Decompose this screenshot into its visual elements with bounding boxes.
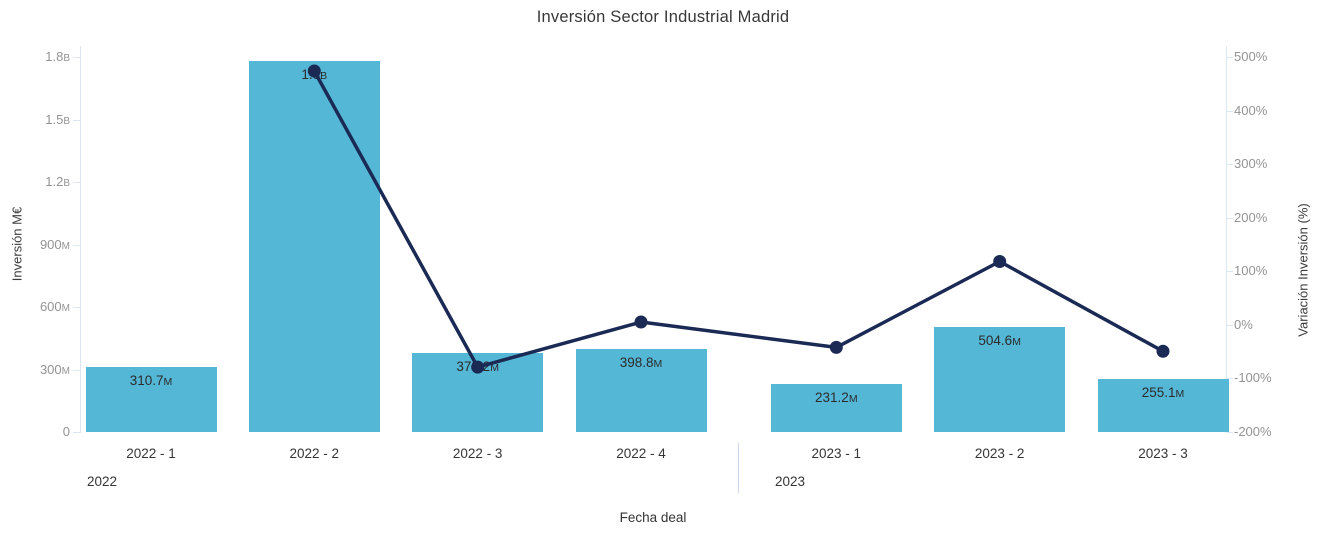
x-category-label: 2022 - 2 — [289, 446, 340, 461]
x-axis-title: Fecha deal — [619, 510, 687, 525]
y-left-tick-label: 1.8B — [45, 49, 70, 64]
y-right-tick-mark — [1226, 378, 1233, 380]
x-category-label: 2023 - 3 — [1138, 446, 1188, 461]
variation-trend-line — [312, 70, 1164, 369]
y-left-tick-mark — [73, 182, 80, 183]
x-category-label: 2022 - 4 — [616, 446, 666, 461]
y-right-tick-label: 500% — [1234, 49, 1268, 64]
y-right-tick-mark — [1226, 217, 1233, 219]
year-divider-line — [738, 443, 739, 493]
y-right-tick-label: 400% — [1234, 102, 1268, 118]
y-right-tick-mark — [1226, 164, 1233, 166]
y-right-tick-mark — [1226, 271, 1233, 273]
y-left-tick-mark — [73, 244, 80, 246]
x-category-label: 2022 - 3 — [452, 446, 503, 461]
x-category-label: 2023 - 1 — [811, 446, 862, 461]
bar-2022-4[interactable] — [575, 348, 707, 432]
y-right-tick-mark — [1226, 432, 1233, 433]
right-axis-line — [1226, 46, 1227, 433]
y-left-tick-label: 900M — [39, 236, 70, 252]
y-right-tick-label: 100% — [1234, 263, 1268, 279]
year-group-label-2022: 2022 — [87, 474, 118, 489]
bar-2022-1[interactable] — [85, 367, 217, 432]
y-left-tick-mark — [73, 432, 80, 433]
bar-value-label: 310.7M — [129, 373, 173, 389]
line-point-marker[interactable] — [829, 340, 843, 354]
y-left-tick-label: 600M — [39, 299, 70, 314]
y-left-tick-mark — [73, 57, 80, 58]
line-point-marker[interactable] — [471, 360, 485, 374]
y-right-tick-label: 200% — [1234, 209, 1268, 225]
year-group-label-2023: 2023 — [775, 474, 806, 489]
bar-2023-1[interactable] — [770, 383, 902, 432]
y-left-tick-mark — [73, 369, 80, 371]
line-point-marker[interactable] — [307, 64, 321, 78]
y-right-tick-label: 0% — [1234, 316, 1253, 332]
y-right-tick-label: -200% — [1234, 424, 1272, 439]
y-right-tick-label: -100% — [1234, 370, 1272, 386]
left-axis-line — [80, 46, 81, 433]
bar-2022-2[interactable] — [248, 60, 380, 432]
y-right-tick-mark — [1226, 110, 1233, 112]
bar-value-label: 398.8M — [619, 354, 663, 370]
line-point-marker[interactable] — [993, 255, 1007, 268]
bar-value-label: 255.1M — [1141, 384, 1185, 400]
line-point-marker[interactable] — [634, 315, 648, 329]
chart-title: Inversión Sector Industrial Madrid — [536, 8, 790, 26]
y-right-tick-label: 300% — [1234, 156, 1268, 172]
y-left-tick-mark — [73, 119, 80, 121]
bar-value-label: 504.6M — [978, 332, 1021, 348]
y-left-tick-mark — [73, 307, 80, 308]
y-left-tick-label: 1.2B — [45, 174, 70, 189]
bar-2023-3[interactable] — [1097, 378, 1229, 432]
bar-2023-2[interactable] — [934, 326, 1066, 432]
y-right-tick-mark — [1226, 57, 1233, 58]
y-right-tick-mark — [1226, 324, 1233, 326]
bar-value-label: 231.2M — [815, 389, 858, 405]
y-left-tick-label: 0 — [62, 424, 70, 439]
x-category-label: 2022 - 1 — [126, 446, 176, 461]
y-left-tick-label: 300M — [39, 361, 70, 377]
x-category-label: 2023 - 2 — [974, 446, 1025, 461]
line-point-marker[interactable] — [1156, 344, 1170, 358]
y-left-tick-label: 1.5B — [45, 111, 70, 127]
